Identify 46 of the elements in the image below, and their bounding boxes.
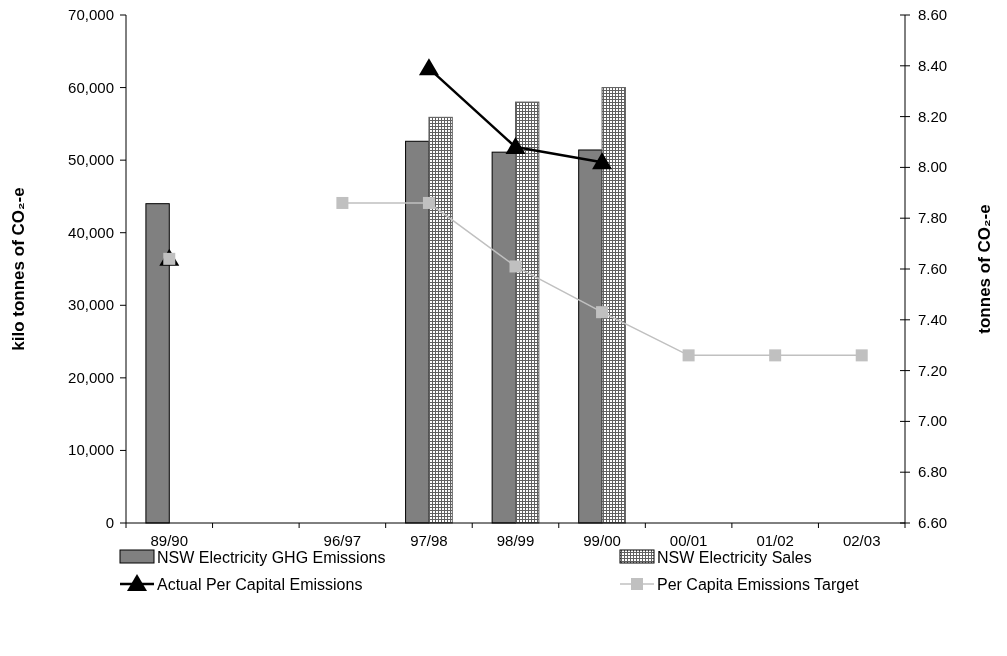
legend-label: Actual Per Capital Emissions <box>157 576 363 593</box>
y2-tick-label: 7.80 <box>918 209 948 227</box>
point <box>336 196 349 209</box>
bar <box>428 116 453 524</box>
y2-tick-label: 8.40 <box>918 56 948 74</box>
x-tick-label: 96/97 <box>323 532 362 549</box>
point <box>592 152 613 170</box>
x-tick-label: 02/03 <box>842 532 881 549</box>
point <box>505 137 526 155</box>
y2-axis-title: tonnes of CO₂-e <box>975 204 994 334</box>
y2-tick-label: 6.80 <box>918 463 948 481</box>
point <box>418 58 439 76</box>
point <box>596 306 609 319</box>
y2-tick-label: 8.00 <box>918 158 948 176</box>
legend-label: NSW Electricity GHG Emissions <box>157 549 386 566</box>
y-axis-title: kilo tonnes of CO₂-e <box>9 187 28 351</box>
y2-tick-label: 8.20 <box>918 107 948 125</box>
y2-tick-label: 7.60 <box>918 260 948 277</box>
point <box>422 196 435 209</box>
legend-label: Per Capita Emissions Target <box>657 576 860 593</box>
x-tick-label: 00/01 <box>669 532 708 549</box>
y-tick-label: 50,000 <box>68 151 114 169</box>
y2-tick-label: 7.40 <box>918 310 948 328</box>
legend-label: NSW Electricity Sales <box>657 549 812 566</box>
y-tick-label: 20,000 <box>68 368 114 386</box>
y-tick-label: 70,000 <box>68 6 114 23</box>
point <box>855 349 868 362</box>
x-tick-label: 97/98 <box>410 532 448 549</box>
x-tick-label: 89/90 <box>150 532 189 549</box>
point <box>682 349 695 362</box>
y2-tick-label: 7.00 <box>918 412 948 430</box>
y-tick-label: 60,000 <box>68 78 114 96</box>
bar <box>601 87 626 524</box>
point <box>509 260 522 273</box>
y2-tick-label: 6.60 <box>918 514 948 531</box>
y-tick-label: 10,000 <box>68 441 114 459</box>
x-tick-label: 01/02 <box>756 532 794 549</box>
x-tick-label: 99/00 <box>583 532 621 549</box>
y2-tick-label: 8.60 <box>918 6 948 23</box>
x-tick-label: 98/99 <box>496 532 535 549</box>
y-tick-label: 40,000 <box>68 223 114 241</box>
point <box>769 349 782 362</box>
y2-tick-label: 7.20 <box>918 361 948 379</box>
y-tick-label: 0 <box>105 514 114 531</box>
y-tick-label: 30,000 <box>68 296 114 314</box>
bar <box>515 101 540 524</box>
